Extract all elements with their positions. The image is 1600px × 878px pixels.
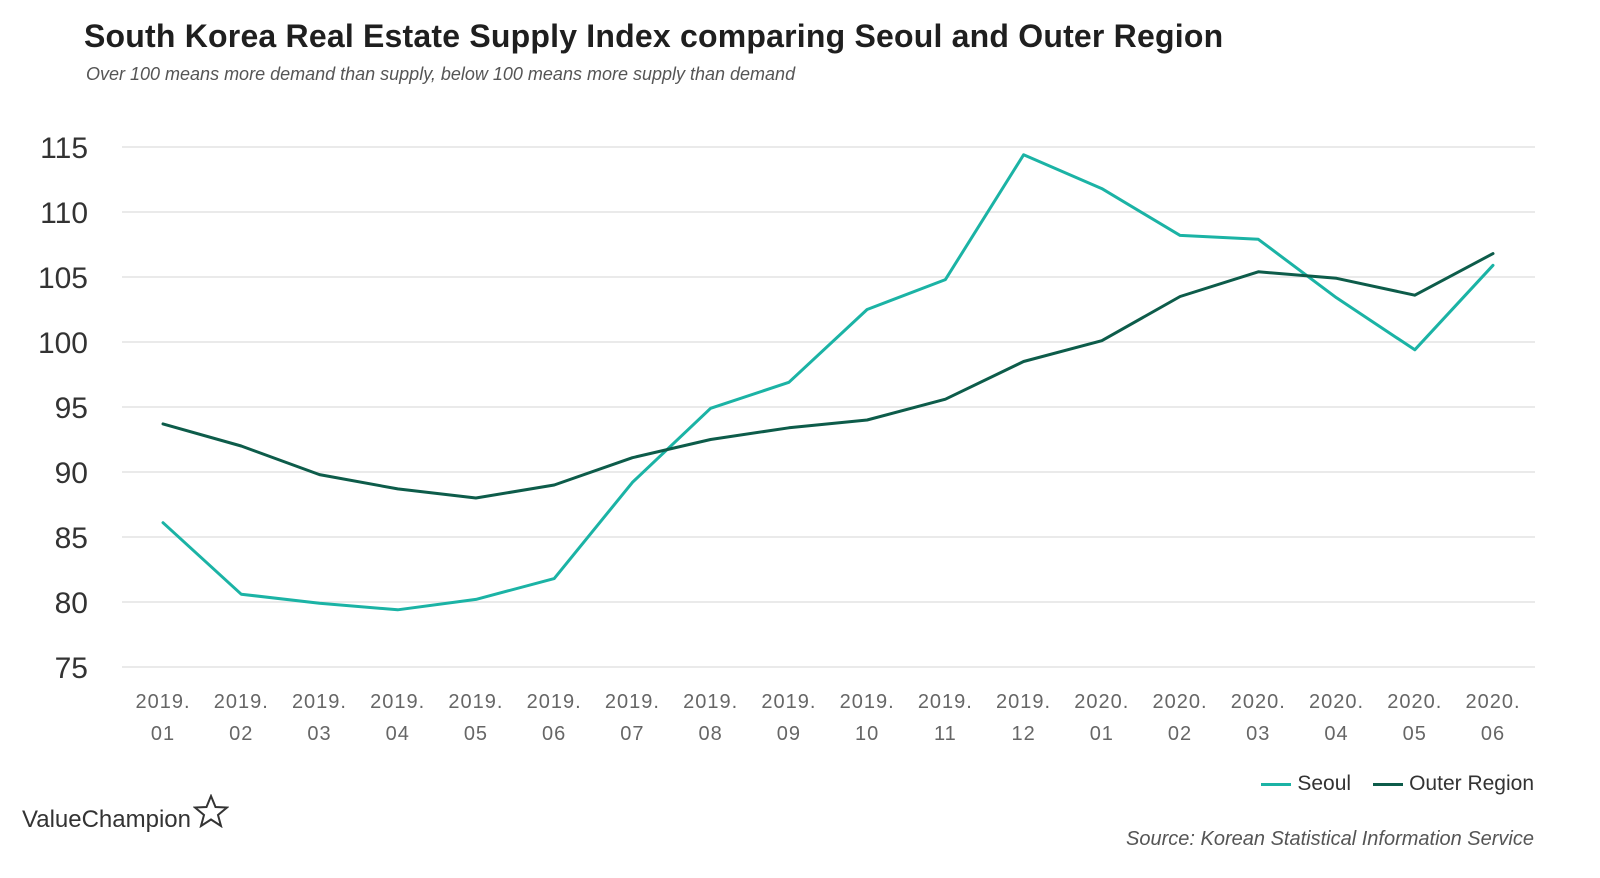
valuechampion-logo: ValueChampion: [22, 794, 229, 834]
x-tick-year: 2019.: [292, 691, 347, 713]
x-tick-month: 02: [229, 723, 253, 745]
chart-title: South Korea Real Estate Supply Index com…: [84, 18, 1224, 54]
x-tick-month: 06: [542, 723, 566, 745]
x-tick-month: 09: [777, 723, 801, 745]
y-tick-label-95: 95: [55, 392, 88, 425]
x-tick-year: 2019.: [527, 691, 582, 713]
x-tick-year: 2019.: [996, 691, 1051, 713]
x-tick-year: 2019.: [761, 691, 816, 713]
x-tick-month: 12: [1011, 723, 1035, 745]
x-tick-label: 2019. 03: [292, 691, 347, 745]
x-tick-year: 2020.: [1074, 691, 1129, 713]
x-tick-month: 01: [151, 723, 175, 745]
x-tick-label: 2019. 01: [135, 691, 190, 745]
x-tick-label: 2019. 08: [683, 691, 738, 745]
x-tick-label: 2019. 05: [448, 691, 503, 745]
chart-legend: Seoul Outer Region: [1261, 772, 1534, 796]
gridlines: [122, 146, 1535, 668]
y-tick-label-75: 75: [55, 652, 88, 685]
x-tick-label: 2019. 10: [840, 691, 895, 745]
x-tick-year: 2019.: [448, 691, 503, 713]
x-tick-month: 08: [699, 723, 723, 745]
y-axis-ticks: 75 80 85 90 95 100 105 110 115: [38, 132, 88, 685]
series-lines: [161, 153, 1495, 612]
x-tick-year: 2019.: [214, 691, 269, 713]
x-tick-label: 2019. 09: [761, 691, 816, 745]
x-tick-month: 10: [855, 723, 879, 745]
y-tick-label-100: 100: [38, 327, 88, 360]
x-tick-label: 2019. 04: [370, 691, 425, 745]
x-tick-month: 03: [307, 723, 331, 745]
x-tick-label: 2020. 01: [1074, 691, 1129, 745]
x-tick-label: 2020. 05: [1387, 691, 1442, 745]
x-tick-year: 2020.: [1309, 691, 1364, 713]
source-note: Source: Korean Statistical Information S…: [1126, 828, 1534, 850]
x-tick-year: 2020.: [1153, 691, 1208, 713]
x-tick-label: 2020. 06: [1465, 691, 1520, 745]
series-line-outer-region: [161, 252, 1495, 500]
y-tick-label-80: 80: [55, 587, 88, 620]
chart-subtitle: Over 100 means more demand than supply, …: [86, 64, 796, 84]
y-tick-label-85: 85: [55, 522, 88, 555]
legend-item-seoul: Seoul: [1261, 772, 1351, 796]
x-tick-label: 2019. 06: [527, 691, 582, 745]
legend-item-outer-region: Outer Region: [1373, 772, 1534, 796]
x-tick-year: 2019.: [135, 691, 190, 713]
y-tick-label-90: 90: [55, 457, 88, 490]
x-tick-label: 2020. 02: [1153, 691, 1208, 745]
x-tick-month: 07: [620, 723, 644, 745]
x-tick-year: 2019.: [370, 691, 425, 713]
x-tick-label: 2019. 11: [918, 691, 973, 745]
legend-label-seoul: Seoul: [1297, 772, 1352, 795]
x-tick-year: 2019.: [918, 691, 973, 713]
x-tick-label: 2020. 04: [1309, 691, 1364, 745]
x-tick-month: 05: [1403, 723, 1427, 745]
x-tick-year: 2020.: [1465, 691, 1520, 713]
x-tick-label: 2019. 12: [996, 691, 1051, 745]
series-line-seoul: [161, 153, 1495, 612]
x-tick-year: 2020.: [1231, 691, 1286, 713]
x-tick-year: 2020.: [1387, 691, 1442, 713]
x-tick-year: 2019.: [605, 691, 660, 713]
x-tick-label: 2019. 02: [214, 691, 269, 745]
x-tick-label: 2020. 03: [1231, 691, 1286, 745]
x-tick-month: 06: [1481, 723, 1505, 745]
y-tick-label-115: 115: [40, 132, 88, 165]
x-tick-month: 01: [1090, 723, 1114, 745]
legend-swatch-seoul: [1261, 782, 1292, 786]
x-tick-month: 05: [464, 723, 488, 745]
x-tick-month: 11: [934, 723, 957, 745]
x-tick-month: 03: [1246, 723, 1270, 745]
legend-label-outer-region: Outer Region: [1409, 772, 1534, 795]
x-tick-month: 04: [1324, 723, 1348, 745]
x-tick-label: 2019. 07: [605, 691, 660, 745]
x-tick-month: 04: [386, 723, 410, 745]
x-tick-month: 02: [1168, 723, 1192, 745]
x-tick-year: 2019.: [683, 691, 738, 713]
logo-text: ValueChampion: [22, 806, 191, 833]
x-tick-year: 2019.: [840, 691, 895, 713]
legend-swatch-outer-region: [1373, 782, 1404, 786]
y-tick-label-105: 105: [38, 262, 88, 295]
y-tick-label-110: 110: [40, 197, 88, 230]
star-outline-icon: [193, 794, 229, 828]
